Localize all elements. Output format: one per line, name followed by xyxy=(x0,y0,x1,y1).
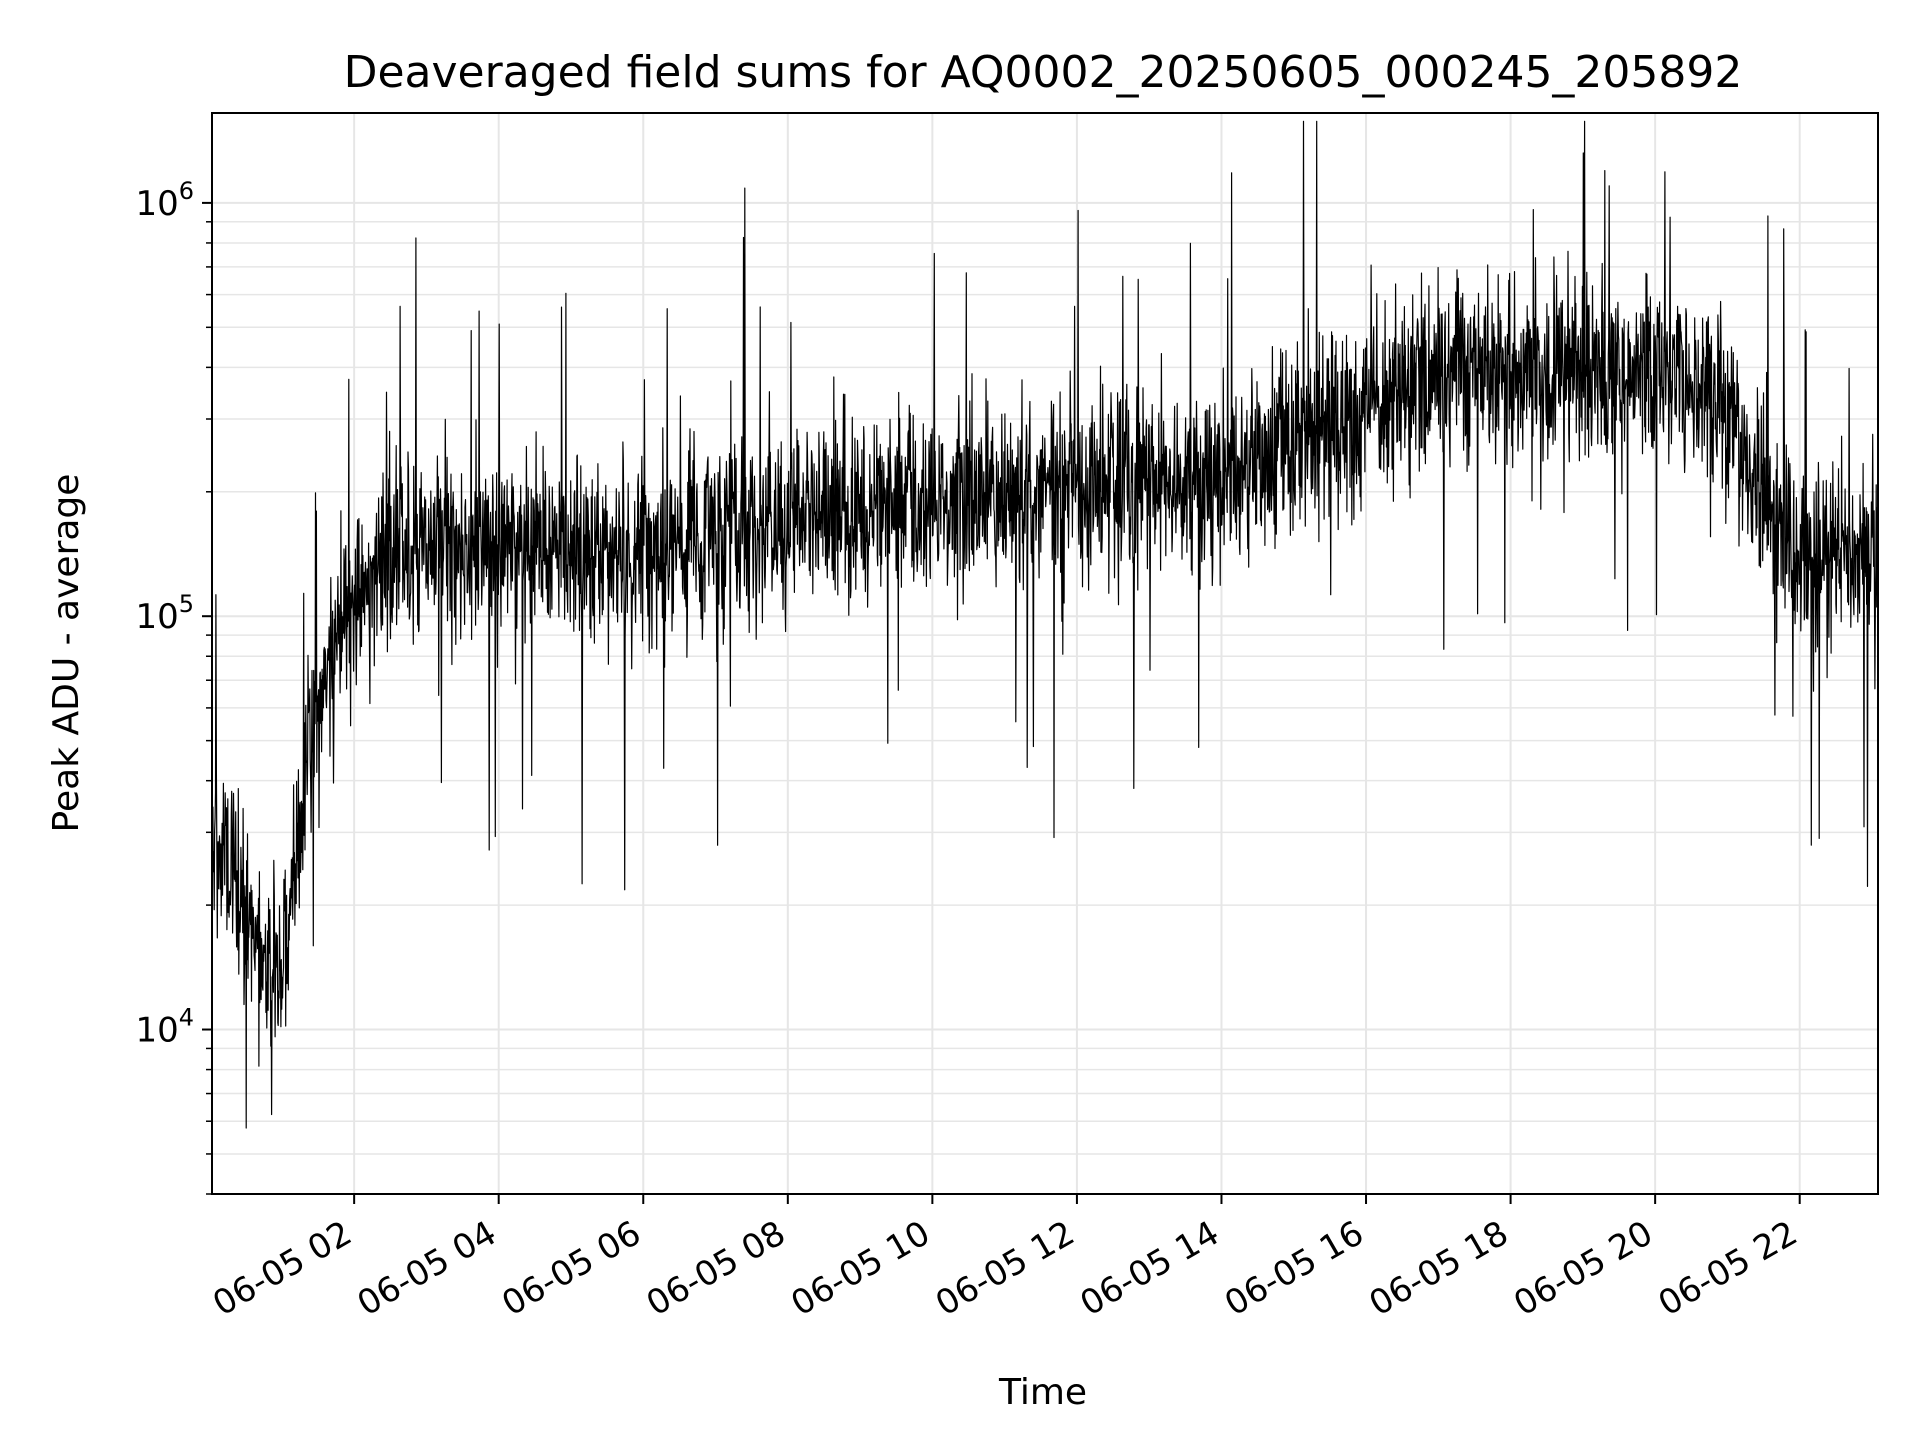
y-tick-label: 105 xyxy=(135,590,194,637)
x-axis-label: Time xyxy=(998,1372,1087,1413)
chart-title: Deaveraged field sums for AQ0002_2025060… xyxy=(344,47,1743,98)
series-line xyxy=(211,120,1879,1129)
y-tick-label: 104 xyxy=(135,1004,194,1051)
y-tick-label: 106 xyxy=(135,177,194,224)
series-path xyxy=(211,120,1879,1129)
y-axis-label: Peak ADU - average xyxy=(46,474,87,833)
y-axis: 104 105 106 xyxy=(135,177,212,1195)
plot-frame xyxy=(211,112,1879,1195)
